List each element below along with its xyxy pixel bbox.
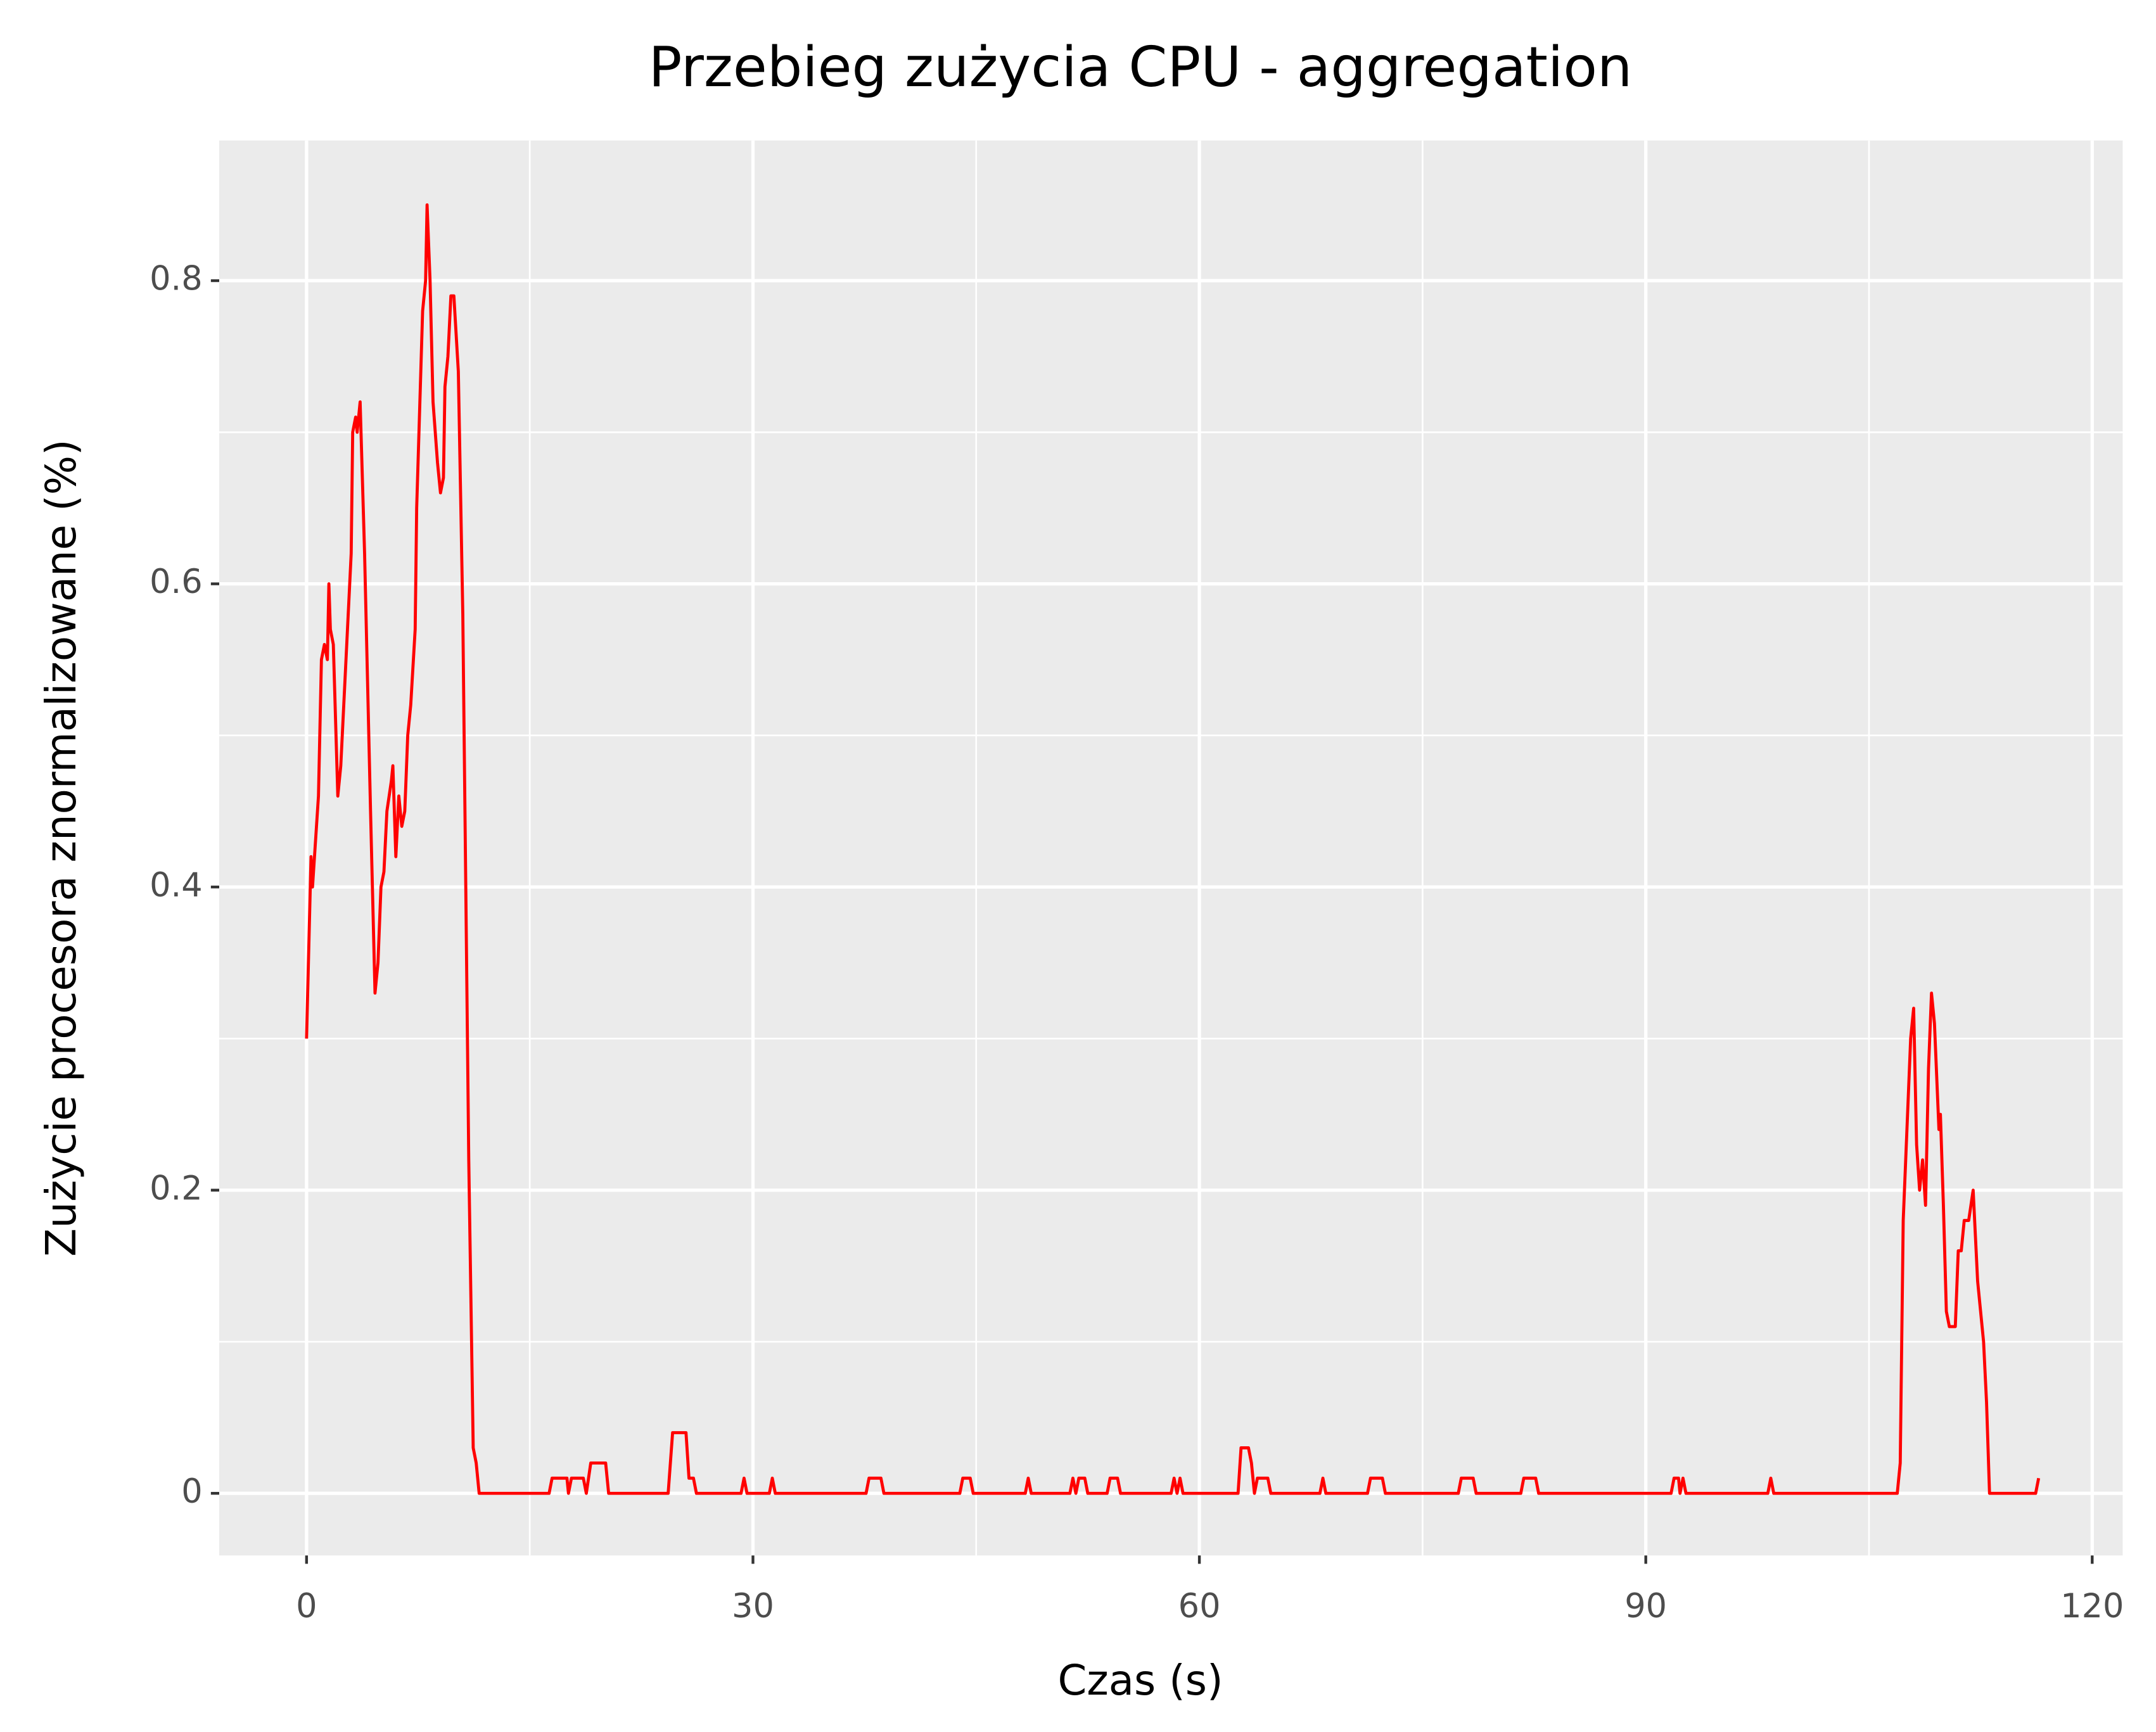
- x-tick-label: 120: [2060, 1587, 2124, 1626]
- x-tick-label: 30: [732, 1587, 774, 1626]
- y-tick-label: 0.4: [150, 866, 203, 905]
- x-axis-title: Czas (s): [1057, 1657, 1223, 1705]
- y-tick-label: 0: [181, 1472, 202, 1511]
- plot-panel: [219, 140, 2123, 1556]
- data-line: [305, 203, 2041, 1495]
- chart-title: Przebieg zużycia CPU - aggregation: [649, 35, 1633, 99]
- x-tick-label: 60: [1178, 1587, 1221, 1626]
- y-axis-title: Zużycie procesora znormalizowane (%): [37, 439, 86, 1256]
- x-tick-label: 0: [296, 1587, 317, 1626]
- y-tick-label: 0.8: [150, 260, 203, 298]
- y-tick-label: 0.6: [150, 563, 203, 601]
- x-tick-label: 90: [1624, 1587, 1667, 1626]
- y-tick-label: 0.2: [150, 1169, 203, 1207]
- marks: [305, 203, 2041, 1495]
